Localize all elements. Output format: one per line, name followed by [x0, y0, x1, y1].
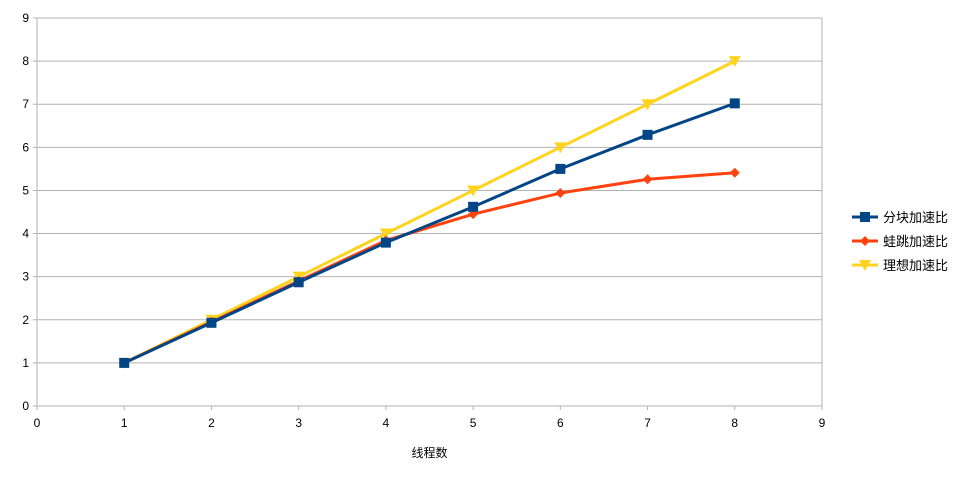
- data-point: [119, 357, 130, 368]
- series-line: [123, 101, 736, 365]
- x-axis-title: 线程数: [411, 445, 447, 460]
- x-tick-label: 4: [383, 416, 390, 430]
- series-2: [119, 167, 740, 368]
- legend-item-1: 分块加速比: [852, 211, 948, 226]
- data-point: [729, 98, 740, 109]
- y-tick-label: 4: [22, 227, 29, 241]
- data-point: [467, 185, 480, 197]
- y-tick-label: 3: [22, 270, 29, 284]
- y-tick-label: 9: [22, 11, 29, 25]
- data-point: [641, 99, 654, 111]
- data-point: [642, 129, 653, 140]
- y-tick-label: 7: [22, 97, 29, 111]
- series-1: [119, 98, 740, 368]
- x-tick-label: 9: [819, 416, 826, 430]
- y-tick-label: 1: [22, 356, 29, 370]
- data-point: [728, 56, 741, 68]
- data-point: [293, 277, 304, 288]
- y-tick-label: 5: [22, 183, 29, 197]
- grid-lines: [37, 17, 822, 364]
- data-point: [555, 188, 566, 199]
- data-point: [642, 174, 653, 185]
- y-tick-label: 2: [22, 313, 29, 327]
- x-tick-label: 3: [295, 416, 302, 430]
- legend-swatch-marker: [859, 260, 871, 271]
- data-point: [554, 142, 567, 154]
- series-line: [123, 59, 736, 365]
- data-point: [206, 317, 217, 328]
- axes: 0 1 2 3 4 5 6 7 8 9 0 1 2 3 4 5 6 7 8 9: [22, 11, 825, 430]
- legend-swatch-marker: [860, 236, 870, 246]
- legend-item-2: 蛙跳加速比: [852, 235, 948, 250]
- legend-swatch-marker: [860, 212, 870, 222]
- x-tick-label: 8: [731, 416, 738, 430]
- x-tick-label: 6: [557, 416, 564, 430]
- data-point: [729, 167, 740, 178]
- legend-item-3: 理想加速比: [852, 258, 948, 274]
- data-point: [555, 163, 566, 174]
- x-tick-label: 5: [470, 416, 477, 430]
- data-point: [380, 237, 391, 248]
- y-tick-label: 6: [22, 140, 29, 154]
- x-tick-label: 2: [208, 416, 215, 430]
- legend-label: 理想加速比: [883, 258, 948, 274]
- data-point: [468, 201, 479, 212]
- legend-label: 分块加速比: [883, 211, 948, 226]
- x-tick-label: 0: [34, 416, 41, 430]
- x-tick-label: 1: [121, 416, 128, 430]
- series-lines: [118, 56, 741, 369]
- x-tick-label: 7: [644, 416, 651, 430]
- y-tick-label: 0: [22, 399, 29, 413]
- data-point: [379, 228, 392, 240]
- series-line: [123, 171, 735, 365]
- y-tick-label: 8: [22, 54, 29, 68]
- legend-label: 蛙跳加速比: [883, 235, 948, 250]
